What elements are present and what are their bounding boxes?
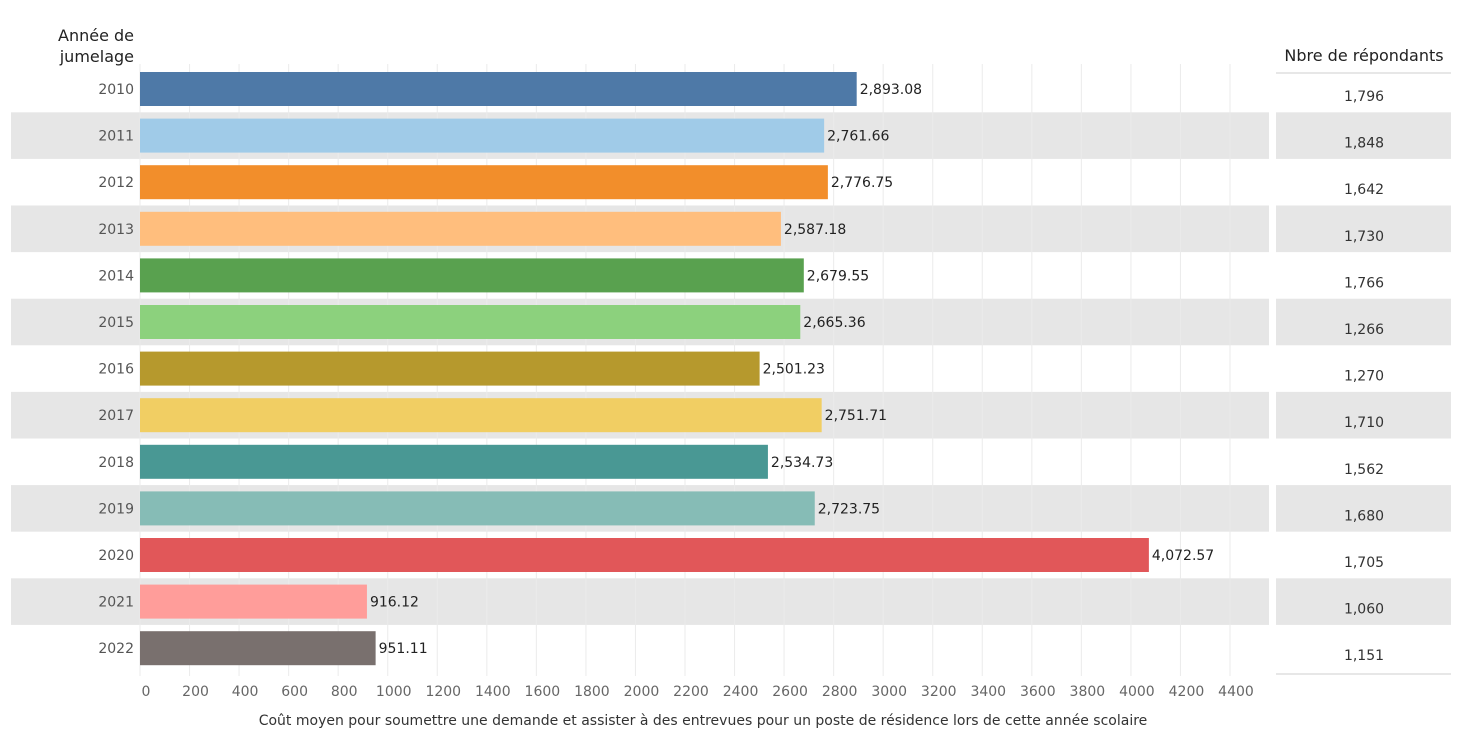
respondents-count: 1,710 [1344,415,1384,431]
respondents-count: 1,796 [1344,89,1384,105]
x-tick-label: 3600 [1020,684,1056,700]
bar-2014 [140,258,804,293]
respondents-count: 1,730 [1344,229,1384,245]
x-tick-label: 4200 [1169,684,1205,700]
value-label: 2,723.75 [818,501,880,517]
respondents-count: 1,848 [1344,136,1384,152]
year-label: 2020 [98,548,134,564]
year-label: 2018 [98,455,134,471]
x-tick-label: 800 [331,684,358,700]
respondents-count: 1,266 [1344,322,1384,338]
year-label: 2014 [98,268,134,284]
respondents-band [1276,298,1451,346]
bar-2011 [140,118,825,153]
value-label: 2,679.55 [807,268,869,284]
year-label: 2010 [98,82,134,98]
year-label: 2019 [98,501,134,517]
bar-2021 [140,584,367,619]
x-tick-label: 3400 [970,684,1006,700]
x-tick-label: 600 [281,684,308,700]
bar-2018 [140,444,768,479]
value-label: 2,761.66 [827,129,889,145]
x-axis-title: Coût moyen pour soumettre une demande et… [259,713,1148,729]
value-label: 2,665.36 [803,315,865,331]
respondents-count: 1,766 [1344,275,1384,291]
respondents-band [1276,578,1451,625]
year-label: 2017 [98,408,134,424]
x-tick-label: 4400 [1218,684,1254,700]
x-tick-label: 2600 [772,684,808,700]
respondents-count: 1,705 [1344,555,1384,571]
value-label: 916.12 [370,595,419,611]
bar-2016 [140,351,760,386]
value-label: 4,072.57 [1152,548,1214,564]
x-tick-label: 400 [232,684,259,700]
value-label: 2,587.18 [784,222,846,238]
year-label: 2022 [98,641,134,657]
respondents-count: 1,642 [1344,182,1384,198]
respondents-band [1276,485,1451,532]
x-tick-label: 2400 [723,684,759,700]
respondents-count: 1,680 [1344,508,1384,524]
bar-2015 [140,305,801,339]
year-label: 2021 [98,595,134,611]
bar-2022 [140,631,376,666]
value-label: 2,501.23 [763,362,825,378]
x-tick-label: 3000 [871,684,907,700]
year-label: 2013 [98,222,134,238]
respondents-count: 1,562 [1344,462,1384,478]
value-label: 2,751.71 [825,408,887,424]
x-tick-label: 4000 [1119,684,1155,700]
x-tick-label: 2200 [673,684,709,700]
respondents-band [1276,205,1451,253]
respondents-count: 1,270 [1344,369,1384,385]
year-label: 2012 [98,175,134,191]
x-tick-label: 200 [182,684,209,700]
x-tick-label: 1200 [425,684,461,700]
x-tick-label: 2800 [822,684,858,700]
value-label: 2,776.75 [831,175,893,191]
x-tick-label: 1400 [475,684,511,700]
respondents-header: Nbre de répondants [1284,46,1443,65]
x-tick-label: 3800 [1070,684,1106,700]
value-label: 2,534.73 [771,455,833,471]
x-tick-label: 2000 [624,684,660,700]
respondents-band [1276,112,1451,159]
bar-2013 [140,211,781,246]
bar-2012 [140,165,828,200]
x-tick-label: 1800 [574,684,610,700]
respondents-count: 1,151 [1344,648,1384,664]
x-tick-label: 0 [142,684,151,700]
x-tick-label: 1600 [525,684,561,700]
respondents-band [1276,391,1451,439]
bar-2020 [140,538,1149,572]
y-axis-header-line2: jumelage [59,47,134,66]
value-label: 2,893.08 [860,82,922,98]
value-label: 951.11 [379,641,428,657]
respondents-count: 1,060 [1344,602,1384,618]
year-label: 2016 [98,362,134,378]
y-axis-header-line1: Année de [58,26,134,45]
year-label: 2015 [98,315,134,331]
bar-2019 [140,491,815,526]
bar-2010 [140,72,857,106]
x-tick-label: 3200 [921,684,957,700]
bar-2017 [140,398,822,433]
year-label: 2011 [98,129,134,145]
x-tick-label: 1000 [376,684,412,700]
